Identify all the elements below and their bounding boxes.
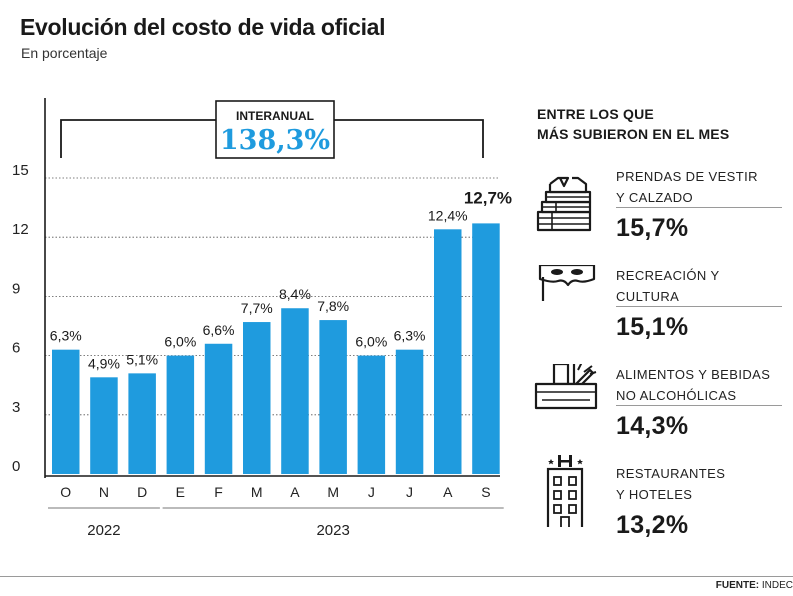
chart-title: Evolución del costo de vida oficial — [20, 14, 386, 40]
x-tick-label: J — [368, 484, 375, 500]
y-tick-label: 3 — [12, 399, 20, 416]
bar — [90, 377, 118, 474]
x-tick-label: O — [60, 484, 71, 500]
category-value: 14,3% — [616, 412, 689, 440]
bar-value-label: 7,7% — [241, 300, 273, 316]
source-note: FUENTE: INDEC — [716, 580, 793, 591]
category-value: 15,1% — [616, 313, 689, 341]
category-value: 15,7% — [616, 214, 689, 242]
y-tick-label: 9 — [12, 280, 20, 297]
footer-divider — [0, 576, 793, 577]
folded-clothes-icon — [536, 176, 592, 232]
x-tick-label: A — [443, 484, 453, 500]
category-divider — [616, 306, 782, 307]
y-tick-label: 12 — [12, 221, 29, 238]
category-label-line1: RECREACIÓN Y — [616, 268, 720, 283]
bar-value-label: 6,3% — [50, 328, 82, 344]
bar — [204, 343, 233, 474]
x-tick-label: M — [327, 484, 339, 500]
bar — [434, 229, 462, 474]
year-label: 2023 — [316, 522, 349, 539]
bar-value-label: 8,4% — [279, 286, 311, 302]
hotel-icon — [546, 455, 584, 527]
category-recreation: RECREACIÓN Y CULTURA 15,1% — [532, 265, 782, 365]
category-label-line2: CULTURA — [616, 289, 680, 304]
y-tick-label: 0 — [12, 458, 20, 475]
category-label-line2: Y HOTELES — [616, 487, 693, 502]
bar-value-label: 6,0% — [355, 334, 387, 350]
category-label: ALIMENTOS Y BEBIDAS NO ALCOHÓLICAS — [616, 364, 786, 406]
interanual-box — [215, 100, 335, 159]
bar — [281, 308, 309, 474]
mask-icon — [538, 265, 596, 301]
bar-value-label: 5,1% — [126, 351, 158, 367]
panel-title-line1: ENTRE LOS QUE — [537, 106, 654, 122]
y-tick-label: 6 — [12, 340, 20, 357]
year-label: 2022 — [87, 522, 120, 539]
bar-chart: 0 3 6 9 12 15 6,3% O 4,9% N 5,1% D 6,0% E 6,6% F 7,7% M 8,… — [12, 98, 512, 539]
category-value: 13,2% — [616, 511, 689, 539]
category-label-line1: ALIMENTOS Y BEBIDAS — [616, 367, 771, 382]
bar — [52, 349, 80, 474]
bar — [357, 355, 386, 474]
y-tick-label: 15 — [12, 162, 29, 179]
category-divider — [616, 405, 782, 406]
bar — [243, 322, 271, 474]
source-label: FUENTE: — [715, 580, 760, 591]
chart-subtitle: En porcentaje — [21, 45, 108, 61]
bar-value-label: 12,4% — [428, 207, 468, 223]
x-tick-label: A — [290, 484, 300, 500]
interanual-value: 138,3% — [220, 125, 330, 156]
category-label-line2: Y CALZADO — [616, 190, 694, 205]
x-tick-label: M — [251, 484, 263, 500]
x-tick-label: F — [214, 484, 223, 500]
category-label: RECREACIÓN Y CULTURA — [616, 265, 786, 307]
category-label: RESTAURANTES Y HOTELES — [616, 463, 786, 505]
bar-value-label: 6,3% — [394, 328, 426, 344]
category-label: PRENDAS DE VESTIR Y CALZADO — [616, 166, 786, 208]
panel-title-line2: MÁS SUBIERON EN EL MES — [537, 126, 730, 142]
grocery-box-icon — [534, 364, 598, 410]
x-tick-label: J — [406, 484, 413, 500]
bar-value-label: 6,6% — [203, 322, 235, 338]
bar — [395, 349, 424, 474]
category-label-line2: NO ALCOHÓLICAS — [616, 388, 737, 403]
interanual-label: INTERANUAL — [236, 109, 314, 123]
category-label-line1: PRENDAS DE VESTIR — [616, 169, 758, 184]
category-divider — [616, 207, 782, 208]
category-hotels: RESTAURANTES Y HOTELES 13,2% — [532, 455, 782, 563]
panel-title: ENTRE LOS QUE MÁS SUBIERON EN EL MES — [537, 104, 777, 144]
category-food: ALIMENTOS Y BEBIDAS NO ALCOHÓLICAS 14,3% — [532, 364, 782, 464]
bar — [472, 223, 500, 474]
bar — [319, 320, 347, 474]
category-label-line1: RESTAURANTES — [616, 466, 726, 481]
x-tick-label: S — [481, 484, 490, 500]
bar-value-label: 7,8% — [317, 298, 349, 314]
interanual-bracket — [60, 119, 484, 158]
bar-value-label: 12,7% — [464, 188, 512, 207]
x-tick-label: N — [99, 484, 109, 500]
bar-value-label: 4,9% — [88, 355, 120, 371]
category-clothing: PRENDAS DE VESTIR Y CALZADO 15,7% — [532, 166, 782, 266]
x-tick-label: D — [137, 484, 147, 500]
bar — [166, 355, 195, 474]
x-tick-label: E — [176, 484, 185, 500]
bar-value-label: 6,0% — [164, 334, 196, 350]
source-value: INDEC — [761, 580, 793, 591]
bar — [128, 373, 156, 474]
